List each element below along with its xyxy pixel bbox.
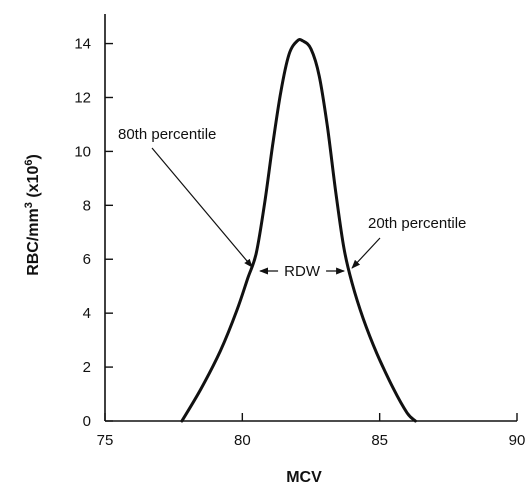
label-rdw: RDW [284,263,321,280]
y-tick-label: 6 [83,251,91,268]
arrow-80th-percentile [151,147,253,268]
y-axis-title-main: RBC/mm [25,208,42,276]
y-tick-label: 8 [83,197,91,214]
axes [104,14,517,422]
y-tick-label: 10 [74,143,91,160]
y-tick-label: 0 [83,413,91,430]
x-tick-label: 75 [97,432,114,449]
y-axis-title-sup2: 6 [23,160,35,166]
ticks: 0 2 4 6 8 10 12 14 75 80 85 90 [74,36,525,449]
distribution-curve [180,38,417,423]
x-tick-label: 85 [371,432,388,449]
y-tick-label: 4 [83,305,91,322]
y-axis-title-end: ) [25,154,42,159]
x-tick-label: 80 [234,432,251,449]
y-axis-title-mid: (x10 [25,166,42,203]
annotations: 80th percentile 20th percentile RDW [118,126,466,280]
y-tick-label: 2 [83,359,91,376]
x-axis-title: MCV [286,469,322,486]
y-tick-label: 14 [74,36,91,53]
arrow-20th-percentile [351,237,381,269]
y-axis-title: RBC/mm3 (x106) [23,154,42,276]
y-axis-title-sup1: 3 [23,202,35,208]
label-20th-percentile: 20th percentile [368,215,466,232]
y-tick-label: 12 [74,89,91,106]
series [180,38,417,423]
label-80th-percentile: 80th percentile [118,126,216,143]
x-tick-label: 90 [509,432,526,449]
